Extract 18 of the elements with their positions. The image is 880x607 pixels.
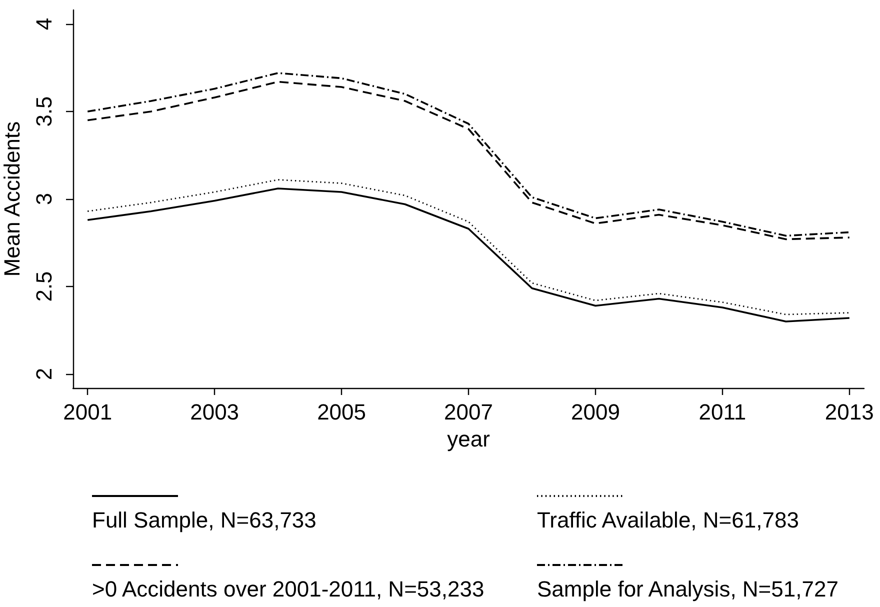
x-tick-label: 2013 xyxy=(824,400,874,424)
y-axis-title: Mean Accidents xyxy=(0,121,24,277)
y-tick-label: 4 xyxy=(32,18,56,30)
x-tick-label: 2009 xyxy=(570,400,620,424)
x-tick-label: 2005 xyxy=(317,400,366,424)
x-tick-label: 2001 xyxy=(63,400,112,424)
x-tick-label: 2011 xyxy=(698,400,746,424)
y-tick-label: 3.5 xyxy=(32,96,56,127)
y-tick-label: 2.5 xyxy=(32,271,56,302)
legend-label: Traffic Available, N=61,783 xyxy=(537,508,799,532)
x-tick-label: 2003 xyxy=(190,400,240,424)
legend-label: >0 Accidents over 2001-2011, N=53,233 xyxy=(92,576,484,602)
y-tick-label: 3 xyxy=(32,192,56,206)
legend-label: Full Sample, N=63,733 xyxy=(92,508,316,532)
x-axis-title: year xyxy=(447,426,490,452)
y-tick-label: 2 xyxy=(32,368,56,380)
x-tick-label: 2007 xyxy=(444,400,493,424)
legend-label: Sample for Analysis, N=51,727 xyxy=(537,576,838,602)
